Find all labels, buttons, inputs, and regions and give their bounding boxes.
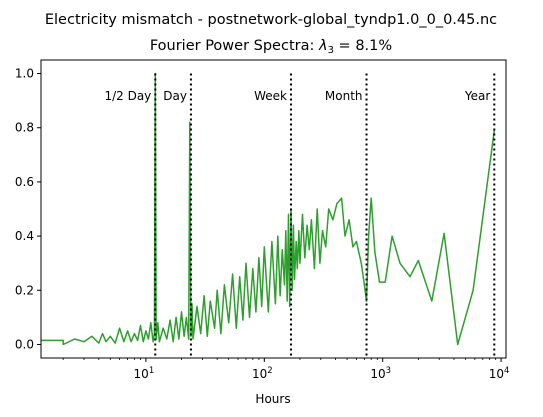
- x-tick-label-1: 102: [252, 366, 273, 381]
- marker-label-0: 1/2 Day: [104, 89, 151, 103]
- marker-label-4: Year: [464, 89, 490, 103]
- marker-label-2: Week: [254, 89, 287, 103]
- chart-title: Fourier Power Spectra: λ3 = 8.1%: [150, 38, 392, 56]
- marker-label-1: Day: [163, 89, 187, 103]
- y-tick-label-3: 0.6: [15, 175, 34, 189]
- y-tick-label-4: 0.8: [15, 121, 34, 135]
- x-tick-label-0: 101: [134, 366, 155, 381]
- figure-suptitle: Electricity mismatch - postnetwork-globa…: [45, 12, 497, 28]
- y-tick-label-1: 0.2: [15, 283, 34, 297]
- plot-area: 1/2 Day Day Week Month Year 0.0 0.2 0.4 0.6 0.8 1.…: [15, 67, 510, 381]
- y-tick-label-0: 0.0: [15, 337, 34, 351]
- x-tick-label-2: 103: [370, 366, 391, 381]
- x-axis-label: Hours: [255, 392, 290, 406]
- spectrum-series-line-0: [41, 72, 496, 346]
- y-tick-label-2: 0.4: [15, 229, 34, 243]
- x-tick-label-3: 104: [489, 366, 510, 381]
- marker-label-3: Month: [325, 89, 363, 103]
- axes-frame: [40, 59, 507, 359]
- y-tick-label-5: 1.0: [15, 67, 34, 81]
